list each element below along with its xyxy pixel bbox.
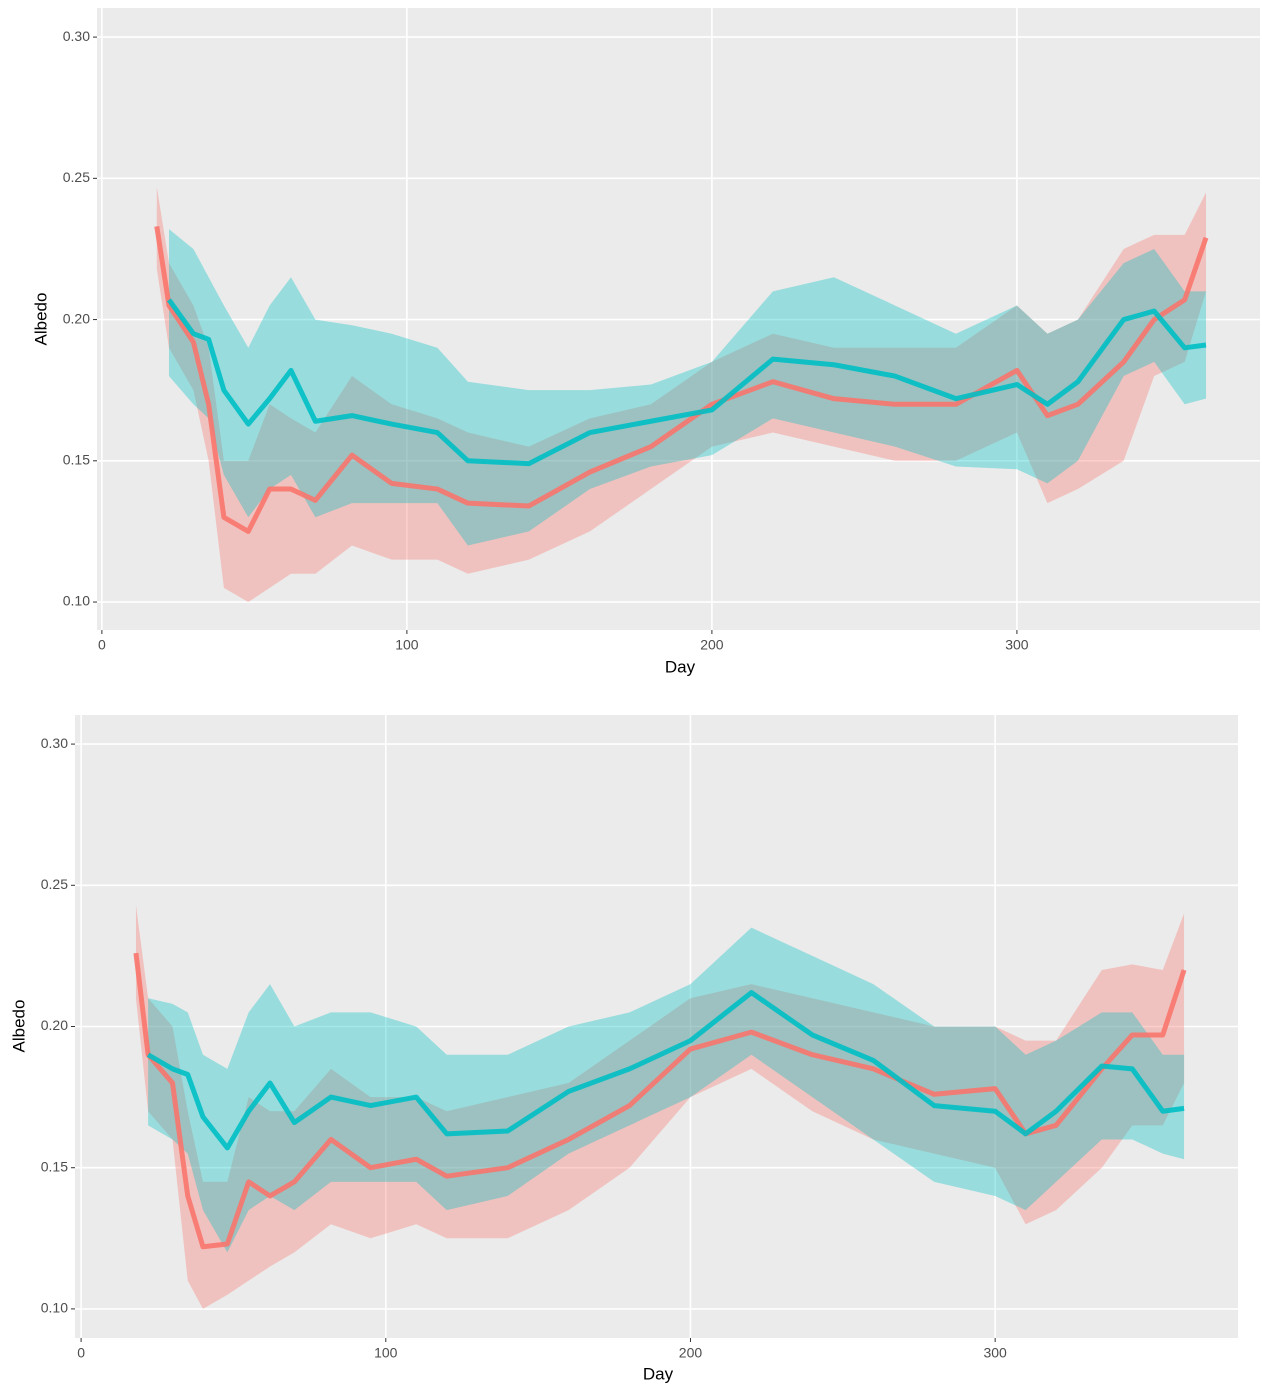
y-tick-label: 0.25 [41, 876, 68, 892]
x-axis-title: Day [665, 657, 696, 676]
line [166, 298, 1207, 467]
x-axis-title: Day [643, 1364, 674, 1383]
y-axis-title: Albedo [9, 1000, 28, 1053]
y-tick-label: 0.25 [63, 169, 90, 185]
x-tick-label: 100 [374, 1345, 398, 1361]
line [154, 225, 1209, 534]
line [133, 952, 1187, 1250]
error-band [135, 905, 1185, 1309]
y-tick-label: 0.20 [41, 1017, 68, 1033]
y-tick-label: 0.15 [41, 1158, 68, 1174]
x-tick-label: 300 [1005, 637, 1029, 653]
y-axis-title: Albedo [31, 293, 50, 346]
error-band [148, 927, 1185, 1253]
y-tick-label: 0.10 [41, 1300, 68, 1316]
y-tick-label: 0.30 [63, 28, 90, 44]
x-tick-label: 100 [395, 637, 419, 653]
error-band [156, 186, 1207, 603]
x-tick-label: 300 [983, 1345, 1007, 1361]
x-tick-label: 0 [77, 1345, 85, 1361]
x-tick-label: 200 [700, 637, 724, 653]
line [146, 990, 1185, 1151]
error-band [168, 229, 1207, 546]
y-tick-label: 0.15 [63, 452, 90, 468]
x-tick-label: 200 [679, 1345, 703, 1361]
y-tick-label: 0.30 [41, 735, 68, 751]
y-tick-label: 0.20 [63, 310, 90, 326]
y-tick-label: 0.10 [63, 593, 90, 609]
x-tick-label: 0 [98, 637, 106, 653]
